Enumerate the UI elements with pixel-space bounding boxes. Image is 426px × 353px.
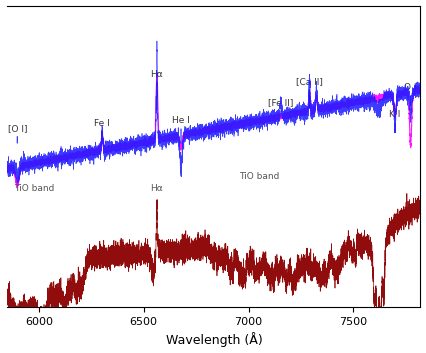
- Text: Hα: Hα: [150, 184, 163, 193]
- Text: K I: K I: [389, 110, 401, 119]
- Text: TiO band: TiO band: [14, 184, 55, 193]
- Text: O I: O I: [404, 83, 417, 92]
- Text: [Ca II]: [Ca II]: [296, 77, 323, 86]
- Text: Hα: Hα: [150, 70, 163, 79]
- X-axis label: Wavelength (Å): Wavelength (Å): [166, 333, 262, 347]
- Text: TiO band: TiO band: [239, 172, 279, 180]
- Text: Fe I: Fe I: [94, 119, 110, 128]
- Text: [O I]: [O I]: [8, 124, 27, 133]
- Text: He I: He I: [172, 116, 190, 125]
- Text: [Fe II]: [Fe II]: [268, 98, 294, 107]
